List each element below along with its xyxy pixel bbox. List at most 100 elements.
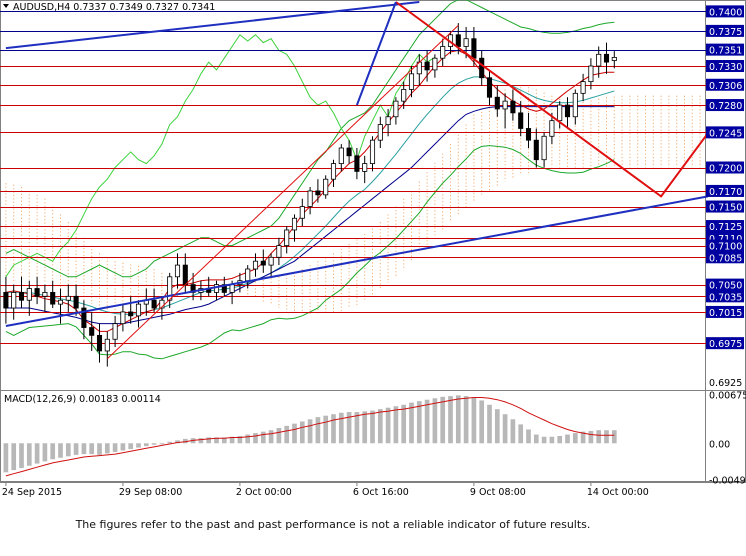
price-tick-label: 0.7085 [709, 253, 742, 264]
price-tick-label: 0.7330 [709, 62, 742, 73]
macd-bar [549, 436, 555, 444]
candle-body [151, 299, 157, 309]
macd-bar [151, 443, 157, 445]
macd-bar [541, 436, 547, 444]
macd-bar [315, 417, 321, 444]
macd-bar [494, 409, 500, 444]
candle-body [135, 303, 142, 317]
macd-bar [518, 424, 524, 444]
macd-bar [331, 414, 336, 444]
macd-bar [596, 430, 602, 444]
candle-body [354, 155, 360, 172]
blue-upper-trendline [5, 1, 420, 50]
macd-bar [611, 430, 617, 444]
candle-body [276, 245, 282, 258]
price-label-box [706, 290, 744, 303]
price-tick-label: 0.7306 [709, 81, 742, 92]
macd-histogram [3, 395, 617, 473]
red-forecast-path [395, 1, 709, 198]
macd-bar [58, 443, 63, 458]
macd-bar [471, 397, 477, 444]
price-label-box [706, 60, 744, 73]
macd-bar [377, 409, 383, 444]
candle-body [330, 163, 337, 180]
candle-body [549, 120, 555, 137]
macd-bar [432, 398, 438, 444]
candle-body [174, 264, 181, 278]
candle-body [588, 65, 594, 83]
candle-body [346, 147, 352, 157]
candle-body [424, 61, 430, 71]
macd-signal-line [5, 397, 615, 477]
macd-bar [416, 401, 422, 444]
candle-body [3, 292, 9, 309]
macd-bar [323, 415, 329, 444]
candle-body [65, 295, 71, 301]
candle-body [89, 327, 95, 336]
candle-body [385, 116, 391, 125]
macd-bar [143, 443, 149, 447]
candle-body [57, 299, 64, 305]
price-label-box [706, 251, 744, 264]
candle-body [11, 292, 17, 309]
candle-body [525, 128, 532, 141]
candle-body [471, 38, 477, 59]
candle-body [34, 288, 40, 297]
candle-body [362, 163, 368, 172]
macd-bar [370, 410, 375, 444]
macd-bar [346, 412, 352, 444]
macd-bar [104, 443, 110, 454]
macd-bar [26, 443, 32, 466]
macd-bar [128, 443, 134, 450]
macd-bar [229, 436, 235, 444]
macd-bar [455, 395, 461, 444]
macd-bar [588, 430, 594, 444]
bollinger-upper-line [5, 0, 615, 278]
macd-bar [284, 425, 290, 444]
macd-bar [565, 434, 570, 444]
macd-label: MACD(12,26,9) 0.00183 0.00114 [4, 394, 161, 405]
price-tick-label: 0.7050 [709, 281, 742, 292]
candle-body [603, 53, 610, 63]
blue-lower-trendline [5, 195, 709, 327]
macd-tick-label: 0.00 [709, 439, 730, 450]
candle-body [479, 57, 485, 79]
macd-bar [214, 437, 219, 444]
x-tick-label: 6 Oct 16:00 [353, 487, 409, 498]
disclaimer-text: The figures refer to the past and past p… [75, 518, 591, 531]
x-tick-label: 29 Sep 08:00 [119, 487, 182, 498]
price-tick-label: 0.7245 [709, 128, 742, 139]
macd-bar [245, 434, 251, 444]
macd-bar [354, 412, 360, 444]
candle-body [284, 229, 290, 246]
price-label-box [706, 78, 744, 91]
macd-bar [206, 437, 212, 444]
macd-bar [182, 438, 188, 444]
price-label-box [706, 220, 744, 233]
candle-body [393, 100, 399, 118]
macd-bar [3, 443, 9, 473]
candle-body [120, 311, 126, 325]
candle-body [401, 89, 407, 102]
kijun-sen-line [5, 106, 615, 325]
candle-body [494, 96, 500, 110]
x-tick-label: 9 Oct 08:00 [470, 487, 526, 498]
candle-body [369, 139, 376, 165]
x-tick-label: 14 Oct 00:00 [587, 487, 649, 498]
macd-tick-label: -0.00497 [709, 475, 746, 486]
bollinger-lower-line [5, 145, 615, 360]
macd-bar [580, 431, 586, 444]
red-channel-line [106, 25, 459, 360]
candle-body [580, 81, 586, 94]
macd-bar [65, 443, 71, 457]
price-tick-label: 0.7351 [709, 46, 742, 57]
price-tick-label: 0.7170 [709, 187, 742, 198]
macd-bar [221, 437, 227, 444]
candle-body [229, 284, 235, 293]
candle-body [440, 46, 446, 59]
candle-body [96, 334, 103, 352]
macd-bar [276, 428, 282, 444]
price-tick-label: 0.7100 [709, 242, 742, 253]
candle-body [557, 104, 563, 122]
